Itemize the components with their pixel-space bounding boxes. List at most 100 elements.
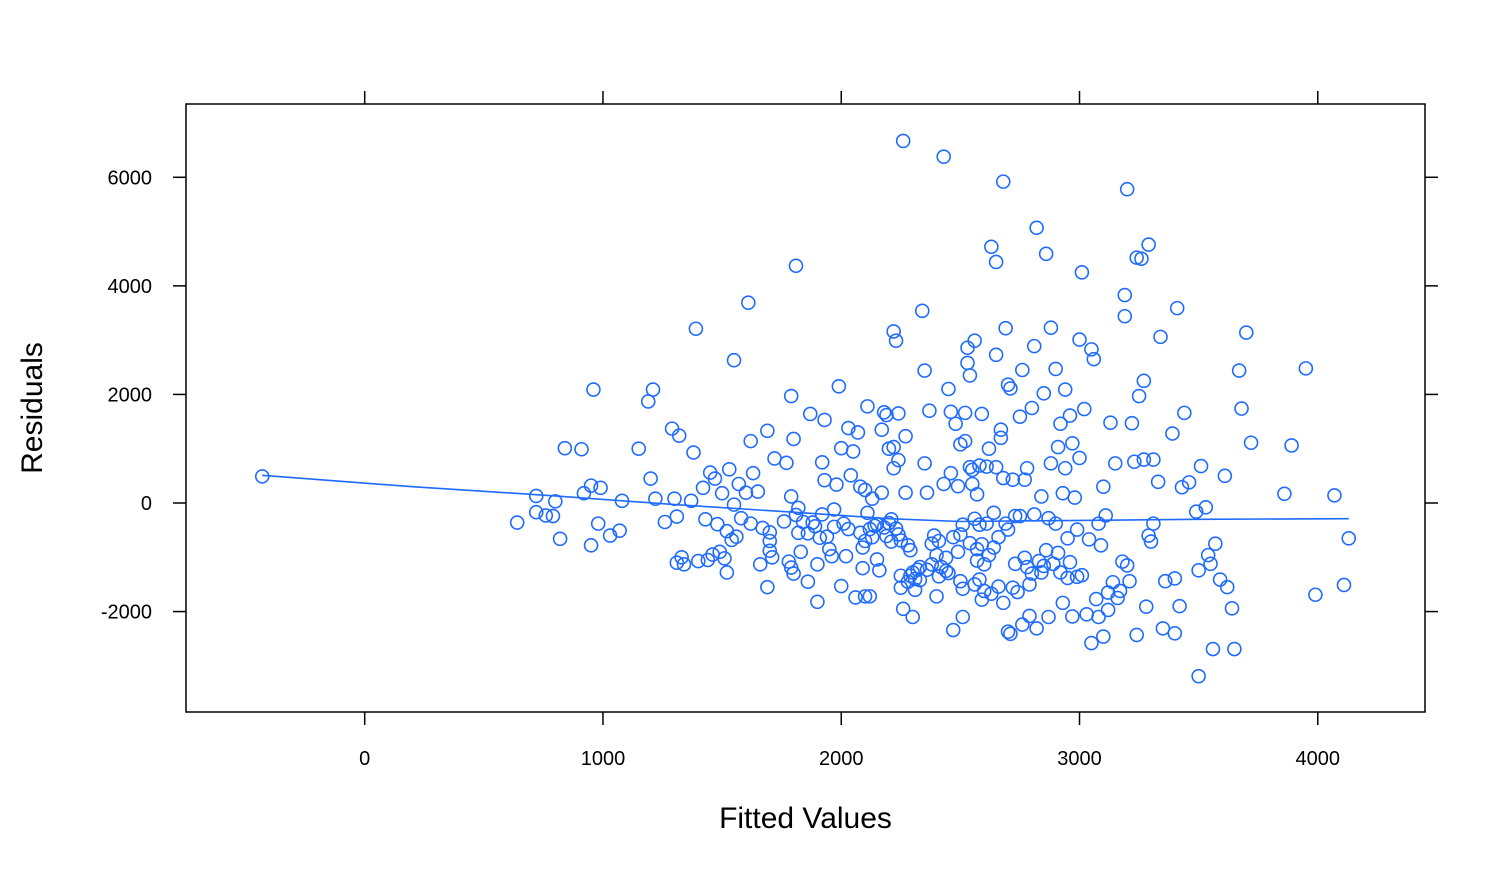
data-point [955,609,971,625]
data-point [1091,516,1106,531]
data-point [1074,567,1090,583]
data-point [690,553,706,569]
data-point [1022,577,1037,592]
data-point [1191,668,1206,684]
data-point [726,352,742,368]
data-point [1119,558,1135,573]
data-point [1212,572,1228,587]
data-point [1129,627,1144,643]
data-point [762,525,778,540]
data-point [974,592,990,607]
data-point [767,451,782,466]
data-point [955,581,971,597]
data-point [1074,264,1090,280]
data-point [800,574,816,590]
data-point [593,480,608,496]
data-point [1112,583,1128,599]
data-point [826,519,842,535]
data-point [688,321,704,337]
data-point [898,428,913,444]
data-point [664,421,680,436]
data-point [984,239,999,255]
data-point [869,552,885,567]
data-point [612,523,627,538]
data-point [1096,629,1111,644]
data-point [683,493,699,509]
data-point [1015,617,1030,632]
data-point [860,399,875,414]
data-point [669,509,685,524]
smooth-line-group [262,474,1349,523]
data-point [1003,626,1018,642]
data-point [860,505,875,521]
data-point [552,531,568,547]
data-point [1096,479,1111,495]
data-point [984,586,999,601]
data-point [948,416,963,432]
x-tick-label: 0 [359,748,370,770]
data-point [545,508,561,524]
data-point [976,557,992,572]
data-point [783,388,799,404]
data-point [995,470,1011,486]
data-point [1007,508,1023,524]
data-point [891,406,906,421]
data-point [1084,342,1099,357]
data-point [760,579,775,595]
data-point [864,529,880,545]
data-point [721,462,737,477]
data-point [802,406,818,422]
data-point [891,452,906,468]
data-point [886,439,901,455]
data-point [986,505,1002,521]
data-point [1188,504,1204,519]
data-point [614,493,630,509]
plot-frame [185,103,1426,713]
data-point [1115,554,1130,569]
data-point [1091,609,1106,625]
data-point [698,511,713,527]
data-point [583,538,599,553]
data-point [964,462,980,478]
data-point [988,459,1004,475]
data-point [826,502,842,517]
data-point [1029,621,1044,636]
data-point [841,420,856,436]
data-point [1138,599,1154,614]
data-point [943,465,959,481]
data-point [1076,401,1092,417]
data-point [645,382,661,397]
data-point [979,516,994,531]
data-point [817,472,832,488]
data-point [786,431,801,447]
data-point [764,549,780,565]
y-tick-label: 0 [141,493,152,515]
data-point [583,478,599,493]
data-point [669,555,685,571]
data-point [962,368,978,383]
data-point [886,460,901,476]
data-point [905,609,921,625]
data-point [1174,479,1190,495]
data-point [888,333,904,348]
data-point [726,497,742,512]
data-point [1134,251,1149,267]
data-point [850,425,866,440]
data-point [1041,609,1056,625]
data-point [1055,485,1071,501]
data-point [960,355,975,371]
data-point [731,476,747,492]
data-point [814,454,830,470]
data-point [969,541,985,557]
data-point [938,563,954,579]
data-point [1146,516,1161,531]
data-point [945,622,961,638]
data-point [1198,500,1214,515]
data-point [1227,641,1242,657]
data-point [574,441,589,457]
data-point [953,573,968,589]
data-point [1208,536,1223,552]
data-point [950,544,966,560]
data-point [779,455,794,471]
